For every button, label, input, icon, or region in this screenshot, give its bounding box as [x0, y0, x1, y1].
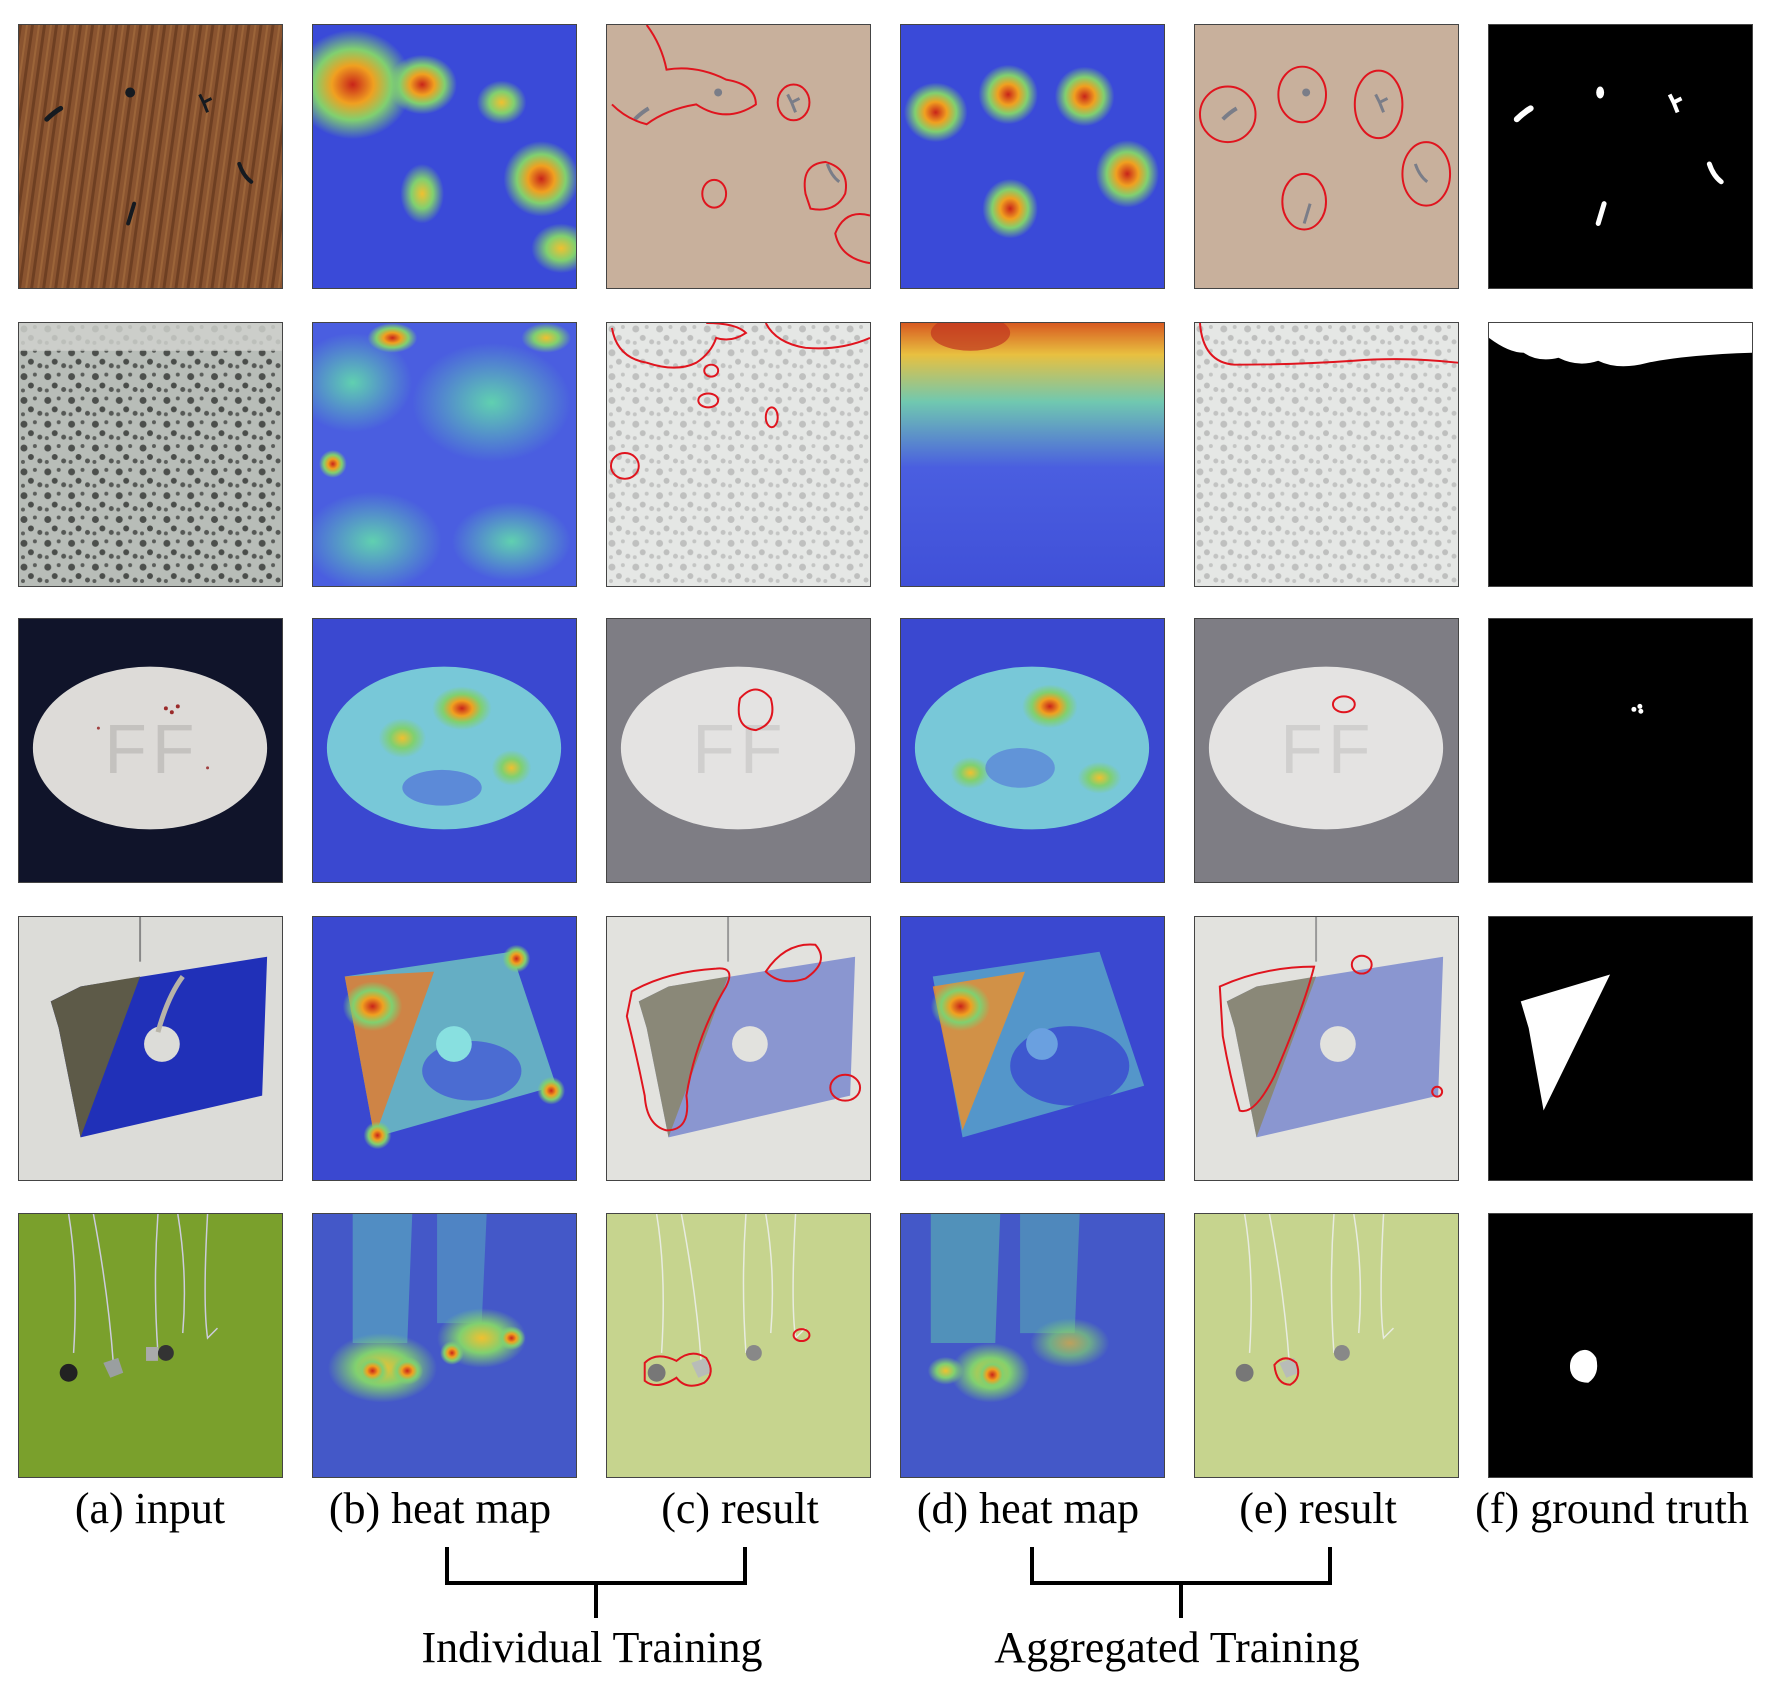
result-image: [607, 917, 870, 1180]
row5-ground-truth: [1488, 1213, 1753, 1478]
caption-input: (a) input: [74, 1484, 226, 1533]
row3-result-aggregated: F F: [1194, 618, 1459, 883]
group-label-individual: Individual Training: [421, 1623, 763, 1672]
result-image: F F: [1195, 619, 1458, 882]
bracket-aggregated: [1030, 1547, 1332, 1618]
row1-heatmap-aggregated: [900, 24, 1165, 289]
row4-input: [18, 916, 283, 1181]
row1-ground-truth: [1488, 24, 1753, 289]
row2-input: [18, 322, 283, 587]
group-label-aggregated: Aggregated Training: [994, 1623, 1360, 1672]
heatmap-image: [901, 917, 1164, 1180]
row4-ground-truth: [1488, 916, 1753, 1181]
row3-heatmap-aggregated: [900, 618, 1165, 883]
row3-heatmap-individual: [312, 618, 577, 883]
heatmap-image: [313, 917, 576, 1180]
svg-text:F: F: [740, 710, 782, 788]
result-image: [607, 25, 870, 288]
caption-result-individual: (c) result: [661, 1484, 819, 1533]
heatmap-image: [313, 323, 576, 586]
row5-input: [18, 1213, 283, 1478]
svg-text:F: F: [1280, 710, 1322, 788]
row3-result-individual: F F: [606, 618, 871, 883]
heatmap-image: [901, 25, 1164, 288]
heatmap-image: [901, 1214, 1164, 1477]
bracket-individual: [445, 1547, 747, 1618]
row5-result-individual: [606, 1213, 871, 1478]
row2-heatmap-individual: [312, 322, 577, 587]
row2-result-aggregated: [1194, 322, 1459, 587]
row3-ground-truth: [1488, 618, 1753, 883]
row5-heatmap-individual: [312, 1213, 577, 1478]
row4-result-aggregated: [1194, 916, 1459, 1181]
pill-image: F F: [19, 619, 282, 882]
row2-result-individual: [606, 322, 871, 587]
caption-heatmap-individual: (b) heat map: [328, 1484, 552, 1533]
result-image: F F: [607, 619, 870, 882]
heatmap-image: [313, 1214, 576, 1477]
result-image: [1195, 323, 1458, 586]
ground-truth-mask: [1489, 25, 1752, 288]
result-image: [1195, 1214, 1458, 1477]
caption-heatmap-aggregated: (d) heat map: [916, 1484, 1140, 1533]
tile-texture-image: [19, 323, 282, 586]
heatmap-image: [901, 619, 1164, 882]
ground-truth-mask: [1489, 917, 1752, 1180]
row2-ground-truth: [1488, 322, 1753, 587]
metal-plate-image: [19, 917, 282, 1180]
row5-heatmap-aggregated: [900, 1213, 1165, 1478]
row2-heatmap-aggregated: [900, 322, 1165, 587]
row3-input: F F: [18, 618, 283, 883]
hanging-parts-image: [19, 1214, 282, 1477]
ground-truth-mask: [1489, 619, 1752, 882]
svg-text:F: F: [104, 710, 146, 788]
row5-result-aggregated: [1194, 1213, 1459, 1478]
row1-heatmap-individual: [312, 24, 577, 289]
caption-result-aggregated: (e) result: [1239, 1484, 1397, 1533]
heatmap-image: [313, 619, 576, 882]
result-image: [607, 1214, 870, 1477]
svg-text:F: F: [1328, 710, 1370, 788]
row4-result-individual: [606, 916, 871, 1181]
heatmap-image: [901, 323, 1164, 586]
result-image: [1195, 25, 1458, 288]
row1-input: [18, 24, 283, 289]
svg-text:F: F: [152, 710, 194, 788]
svg-text:F: F: [692, 710, 734, 788]
wood-texture-image: [19, 25, 282, 288]
result-image: [607, 323, 870, 586]
result-image: [1195, 917, 1458, 1180]
row4-heatmap-individual: [312, 916, 577, 1181]
caption-ground-truth: (f) ground truth: [1475, 1484, 1749, 1533]
row4-heatmap-aggregated: [900, 916, 1165, 1181]
row1-result-individual: [606, 24, 871, 289]
heatmap-image: [313, 25, 576, 288]
ground-truth-mask: [1489, 323, 1752, 586]
ground-truth-mask: [1489, 1214, 1752, 1477]
row1-result-aggregated: [1194, 24, 1459, 289]
